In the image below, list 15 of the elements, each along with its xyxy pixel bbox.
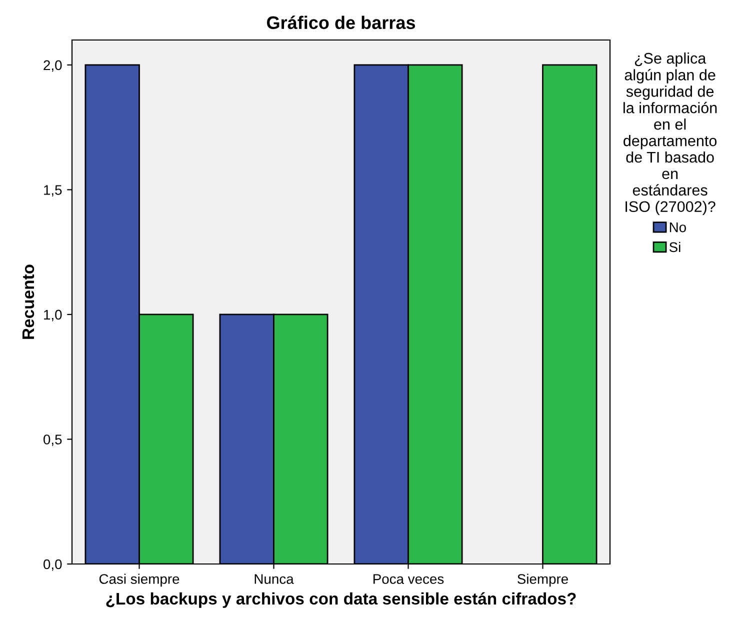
y-tick-label: 2,0	[44, 60, 62, 72]
y-axis-title: Recuento	[22, 264, 34, 339]
y-tick-label: 1,5	[44, 185, 62, 197]
x-tick-label: Casi siempre	[99, 574, 180, 587]
text: ¿Se aplica algún plan de seguridad de la información en el departamento de TI basado en estándares ISO (27002)?	[624, 52, 717, 216]
y-tick-label: 0,5	[44, 434, 62, 446]
y-tick-label: 0,0	[44, 559, 62, 571]
legend-label: Si	[669, 242, 680, 252]
x-tick-label: Poca veces	[373, 574, 444, 584]
x-tick-label: Siempre	[518, 574, 568, 587]
x-axis-title: ¿Los backups y archivos con data sensible están cifrados?	[106, 592, 576, 608]
chart-title: Gráfico de barras	[266, 16, 416, 30]
y-tick-label: 1,0	[44, 310, 62, 322]
legend-label: No	[670, 222, 686, 232]
x-tick-label: Nunca	[254, 574, 294, 584]
